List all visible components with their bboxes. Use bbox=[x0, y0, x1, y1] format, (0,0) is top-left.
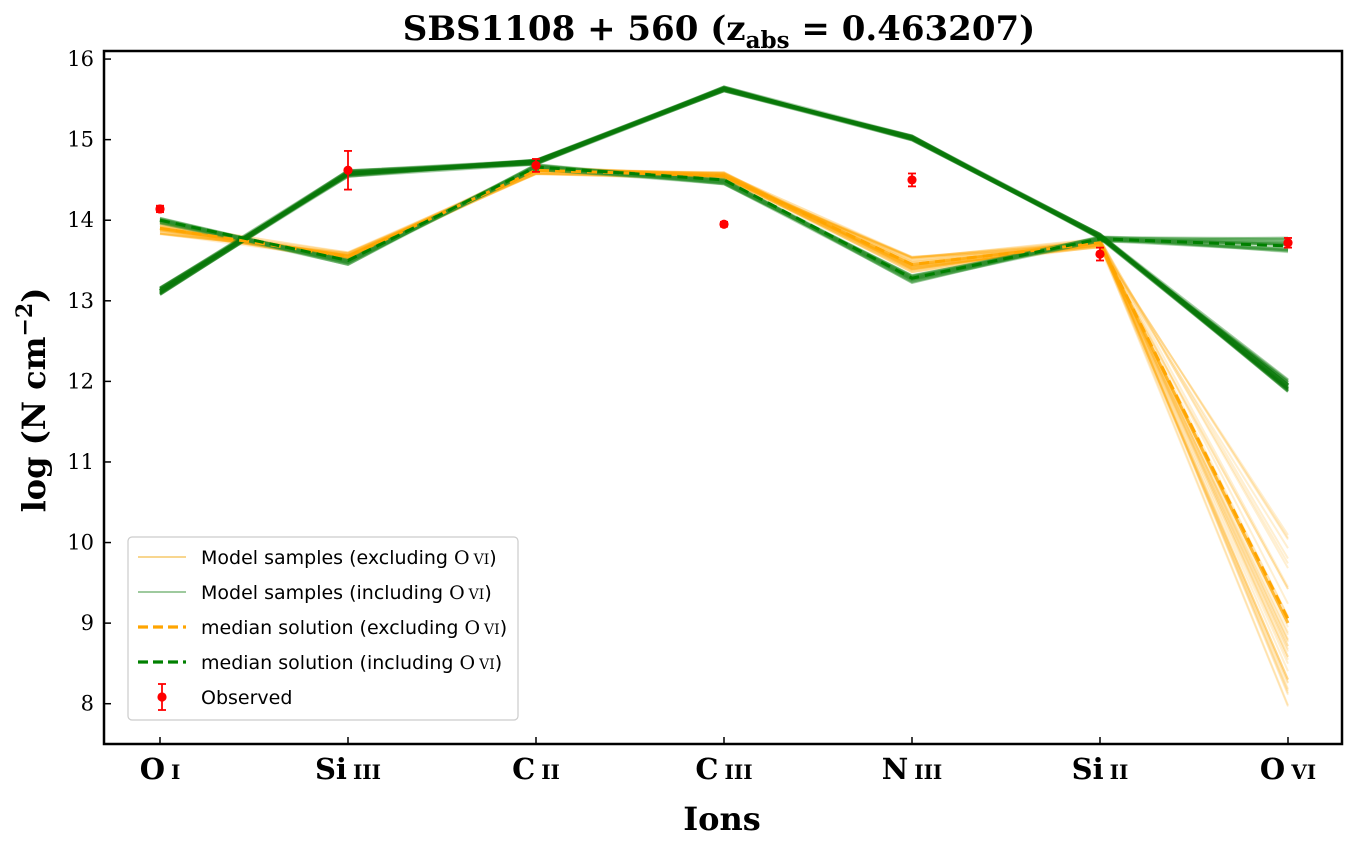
legend-entry-2: median solution (excluding O VI) bbox=[138, 617, 507, 639]
x-tick-label-element: N bbox=[882, 752, 909, 786]
legend-entry-3: median solution (including O VI) bbox=[138, 652, 502, 674]
legend-entry-4: Observed bbox=[157, 683, 292, 711]
sample-line bbox=[159, 86, 1289, 383]
legend-label-text: median solution (excluding bbox=[201, 617, 464, 639]
observed-point bbox=[1283, 238, 1293, 248]
y-axis-label-main: log (N cm bbox=[15, 336, 53, 512]
legend-label-stage: VI bbox=[468, 587, 485, 603]
x-tick-label: Si II bbox=[1072, 752, 1129, 786]
median-line-3 bbox=[159, 168, 1290, 620]
x-tick-label-stage: III bbox=[914, 760, 942, 784]
legend-box bbox=[127, 536, 519, 721]
y-tick-label: 10 bbox=[67, 531, 94, 555]
legend-label-tail: ) bbox=[500, 617, 507, 639]
legend-label-ion: O bbox=[464, 617, 480, 639]
x-tick-label-element: Si bbox=[315, 752, 347, 786]
x-tick-label: C III bbox=[695, 752, 752, 786]
legend-label-text: Model samples (including bbox=[201, 582, 449, 604]
x-axis-label: Ions bbox=[683, 800, 761, 838]
legend-label-ion: O bbox=[454, 547, 470, 569]
sample-line bbox=[159, 89, 1289, 382]
x-tick-label-stage: VI bbox=[1290, 760, 1316, 784]
legend-entry-1: Model samples (including O VI) bbox=[138, 582, 492, 604]
legend-swatch-marker bbox=[157, 692, 167, 702]
x-tick-label-stage: II bbox=[1110, 760, 1129, 784]
legend-label: median solution (excluding O VI) bbox=[201, 617, 507, 639]
y-tick-label: 16 bbox=[67, 47, 94, 71]
legend-label-stage: VI bbox=[473, 552, 490, 568]
sample-line bbox=[159, 170, 1289, 560]
legend-label-stage: VI bbox=[478, 657, 495, 673]
legend-label: median solution (including O VI) bbox=[201, 652, 502, 674]
legend-entry-0: Model samples (excluding O VI) bbox=[138, 547, 497, 569]
observed-point bbox=[719, 219, 729, 229]
x-tick-label-element: C bbox=[695, 752, 718, 786]
observed-points bbox=[155, 150, 1293, 262]
legend-label-tail: ) bbox=[484, 582, 491, 604]
x-tick-label: N III bbox=[882, 752, 943, 786]
x-tick-label-element: Si bbox=[1072, 752, 1104, 786]
sample-line bbox=[159, 86, 1289, 384]
observed-point bbox=[155, 204, 165, 214]
x-tick-label-stage: III bbox=[353, 760, 381, 784]
legend-label-tail: ) bbox=[489, 547, 496, 569]
x-tick-label-stage: I bbox=[171, 760, 180, 784]
legend-label-text: Observed bbox=[201, 687, 292, 709]
x-tick-label: O VI bbox=[1260, 752, 1316, 786]
observed-point bbox=[531, 160, 541, 171]
y-tick-label: 8 bbox=[81, 692, 94, 716]
x-tick-label-element: C bbox=[512, 752, 535, 786]
x-tick-label-element: O bbox=[140, 752, 165, 786]
y-tick-label: 12 bbox=[67, 369, 94, 393]
legend-label-tail: ) bbox=[495, 652, 502, 674]
legend-label-text: median solution (including bbox=[201, 652, 460, 674]
legend-label: Model samples (excluding O VI) bbox=[201, 547, 497, 569]
chart-title: SBS1108 + 560 (zabs = 0.463207) bbox=[403, 9, 1035, 54]
y-axis-label-tail: ) bbox=[15, 288, 53, 303]
sample-line bbox=[159, 88, 1289, 382]
y-tick-label: 15 bbox=[67, 128, 94, 152]
plot-frame bbox=[102, 49, 1344, 746]
sample-line bbox=[159, 85, 1289, 385]
x-tick-label-element: O bbox=[1260, 752, 1285, 786]
legend-label-stage: VI bbox=[483, 622, 500, 638]
median-line-4 bbox=[159, 165, 1289, 280]
legend-label: Model samples (including O VI) bbox=[201, 582, 492, 604]
x-tick-label: C II bbox=[512, 752, 560, 786]
sample-line bbox=[159, 170, 1289, 590]
legend-label-ion: O bbox=[449, 582, 465, 604]
x-tick-label-stage: II bbox=[541, 760, 560, 784]
legend-label: Observed bbox=[201, 687, 292, 709]
legend-label-ion: O bbox=[460, 652, 476, 674]
sample-line bbox=[159, 87, 1289, 381]
chart-title-sub: abs bbox=[746, 27, 790, 54]
x-tick-label-stage: III bbox=[725, 760, 753, 784]
observed-point bbox=[343, 165, 353, 175]
y-axis-label-sup: −2 bbox=[12, 303, 38, 337]
x-tick-label: Si III bbox=[315, 752, 381, 786]
observed-point bbox=[1095, 249, 1105, 259]
y-tick-label: 14 bbox=[67, 208, 94, 232]
chart-title-tail: = 0.463207) bbox=[790, 9, 1036, 49]
y-tick-label: 13 bbox=[67, 289, 94, 313]
sample-line bbox=[159, 86, 1289, 381]
y-tick-label: 11 bbox=[67, 450, 94, 474]
series-layer bbox=[155, 85, 1293, 707]
y-tick-label: 9 bbox=[81, 611, 94, 635]
legend: Model samples (excluding O VI)Model sampl… bbox=[127, 536, 519, 721]
chart-title-main: SBS1108 + 560 (z bbox=[403, 9, 746, 49]
sample-line bbox=[159, 86, 1289, 383]
sample-line bbox=[159, 85, 1289, 386]
legend-label-text: Model samples (excluding bbox=[201, 547, 454, 569]
sample-line bbox=[159, 169, 1289, 590]
observed-point bbox=[907, 175, 917, 185]
y-axis-label: log (N cm−2) bbox=[12, 288, 53, 513]
